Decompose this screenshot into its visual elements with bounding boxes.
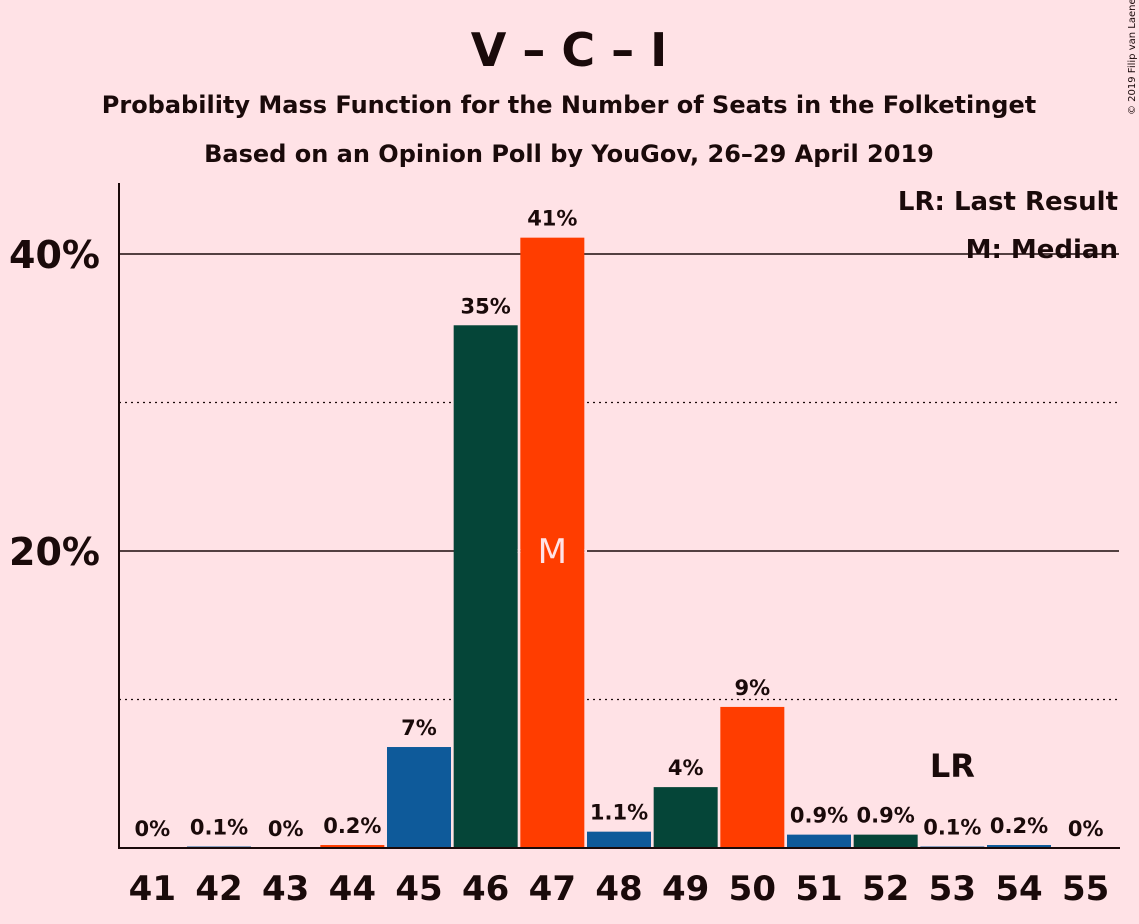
- x-tick-label: 44: [329, 869, 376, 909]
- x-tick-label: 43: [262, 869, 309, 909]
- legend-last-result: LR: Last Result: [898, 187, 1118, 217]
- x-tick-label: 47: [529, 869, 576, 909]
- y-tick-label: 40%: [9, 233, 100, 277]
- legend: LR: Last Result M: Median: [898, 187, 1118, 265]
- x-tick-label: 48: [595, 869, 642, 909]
- x-tick-label: 41: [129, 869, 176, 909]
- bar-value-label: 41%: [527, 207, 577, 231]
- x-tick-label: 42: [195, 869, 242, 909]
- bar-value-label: 0%: [1068, 817, 1104, 841]
- x-tick-label: 52: [862, 869, 909, 909]
- bar-seat-54: [987, 845, 1051, 848]
- bar-value-label: 0.2%: [990, 814, 1048, 838]
- chart-subtitle-1: Probability Mass Function for the Number…: [102, 91, 1036, 119]
- gridline-gap: [584, 549, 587, 553]
- bar-seat-47: [520, 237, 585, 849]
- bar-value-label: 4%: [668, 756, 704, 780]
- bar-value-label: 35%: [461, 294, 511, 318]
- bar-seat-51: [787, 834, 851, 848]
- x-tick-label: 53: [929, 869, 976, 909]
- bar-value-label: 0.2%: [323, 814, 381, 838]
- bar-value-label: 7%: [401, 716, 437, 740]
- gridline-gap: [517, 549, 521, 553]
- axes: [118, 183, 1120, 849]
- x-tick-label: 45: [395, 869, 442, 909]
- copyright-note: © 2019 Filip van Laenen: [1127, 0, 1138, 115]
- y-tick-label: 20%: [9, 530, 100, 574]
- bar-seat-50: [720, 706, 785, 848]
- bar-seat-48: [587, 831, 651, 848]
- last-result-marker: LR: [930, 747, 975, 785]
- x-tick-labels: 41 42 43 44 45 46 47 48 49 50 51 52 53 54 55: [129, 869, 1110, 909]
- bar-value-label: 0.9%: [857, 804, 915, 828]
- x-tick-label: 54: [995, 869, 1042, 909]
- y-tick-labels: 20% 40%: [9, 233, 100, 574]
- bar-seat-44: [320, 845, 385, 848]
- x-tick-label: 46: [462, 869, 509, 909]
- bar-seat-49: [653, 787, 718, 848]
- bars: 0% 0.1% 0% 0.2% 7% 35% 41% M 1.1% 4% 9% 0.9% 0.9% 0.1…: [135, 207, 1104, 849]
- legend-median: M: Median: [966, 235, 1118, 265]
- bar-value-label: 0%: [268, 817, 304, 841]
- x-tick-label: 51: [795, 869, 842, 909]
- bar-value-label: 9%: [735, 676, 771, 700]
- bar-value-label: 0%: [135, 817, 171, 841]
- chart-title: V – C – I: [471, 23, 668, 77]
- x-tick-label: 49: [662, 869, 709, 909]
- bar-value-label: 1.1%: [590, 801, 648, 825]
- bar-seat-52: [853, 834, 918, 848]
- median-marker: M: [538, 532, 567, 572]
- bar-seat-46: [453, 325, 518, 848]
- x-tick-label: 55: [1062, 869, 1109, 909]
- gridlines: [119, 253, 1119, 701]
- bar-seat-45: [387, 747, 451, 848]
- bar-value-label: 0.1%: [190, 816, 248, 840]
- x-tick-label: 50: [729, 869, 776, 909]
- bar-value-label: 0.9%: [790, 804, 848, 828]
- bar-value-label: 0.1%: [923, 816, 981, 840]
- chart-subtitle-2: Based on an Opinion Poll by YouGov, 26–2…: [204, 140, 934, 168]
